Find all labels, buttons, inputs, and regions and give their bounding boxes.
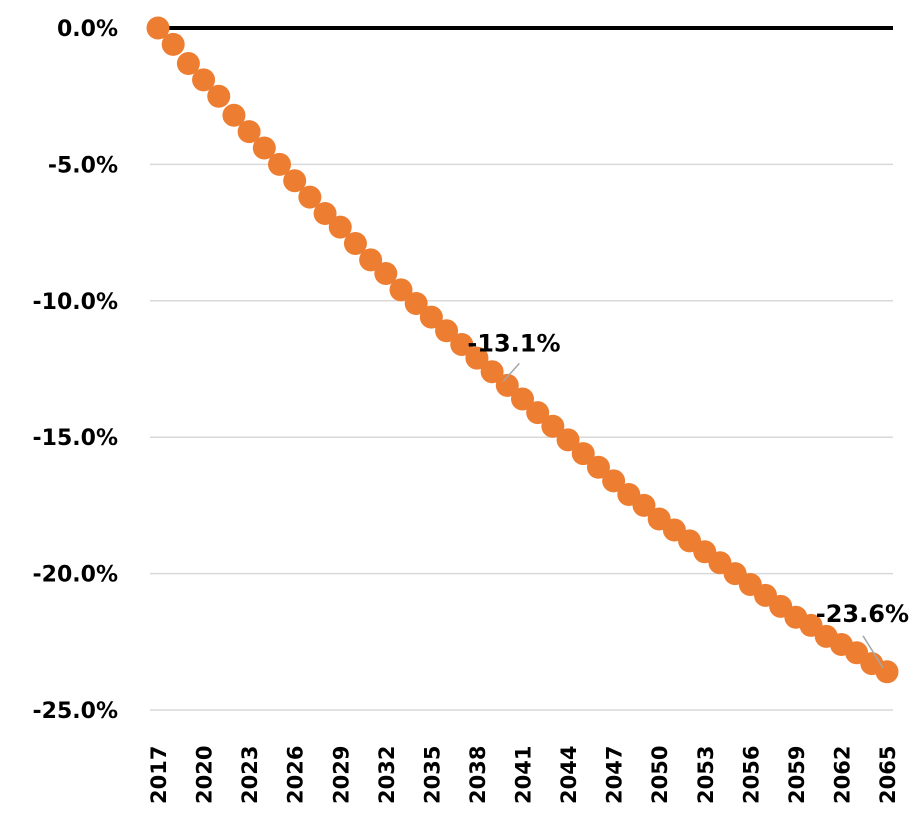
data-point [298, 185, 322, 209]
data-point [602, 469, 626, 493]
x-tick-label: 2023 [238, 746, 262, 804]
data-point [450, 332, 474, 356]
data-label: -23.6% [816, 600, 909, 628]
data-point [404, 292, 428, 316]
data-point [511, 387, 534, 411]
data-point [435, 319, 459, 343]
x-tick-label: 2047 [603, 746, 627, 804]
data-point [586, 455, 610, 479]
data-label: -13.1% [467, 329, 560, 357]
x-tick-label: 2032 [375, 746, 399, 804]
x-tick-label: 2056 [739, 746, 763, 804]
data-point [480, 360, 504, 384]
data-point [283, 169, 307, 193]
data-point [192, 68, 216, 92]
data-point [328, 215, 352, 239]
x-tick-label: 2050 [648, 746, 672, 804]
data-point [374, 262, 398, 286]
data-point [495, 373, 519, 397]
data-point [632, 493, 656, 517]
data-point [571, 442, 595, 466]
data-label-leader [862, 635, 884, 669]
data-point [176, 51, 200, 75]
x-tick-label: 2038 [466, 746, 490, 804]
x-tick-label: 2065 [876, 746, 900, 804]
data-point [222, 103, 246, 127]
x-tick-label: 2059 [785, 746, 809, 804]
data-point [389, 278, 413, 302]
data-point [541, 414, 565, 438]
y-tick-label: -20.0% [33, 563, 118, 588]
x-tick-label: 2029 [329, 746, 353, 804]
y-tick-label: -10.0% [33, 290, 118, 315]
data-point [268, 152, 291, 176]
data-point [875, 660, 899, 684]
x-tick-label: 2017 [147, 746, 171, 804]
data-point [419, 305, 443, 329]
data-point [146, 16, 170, 40]
data-point [526, 401, 550, 425]
y-tick-label: 0.0% [57, 17, 118, 42]
data-point [161, 32, 185, 56]
x-tick-label: 2035 [420, 746, 444, 804]
data-point [359, 248, 383, 272]
y-tick-label: -25.0% [33, 699, 118, 724]
data-point [237, 120, 261, 144]
data-label-leader [502, 362, 520, 382]
data-point [343, 232, 367, 256]
y-tick-label: -5.0% [48, 153, 118, 178]
data-point [313, 202, 337, 226]
x-tick-label: 2020 [193, 746, 217, 804]
x-tick-label: 2044 [557, 746, 581, 804]
data-point [556, 428, 580, 452]
data-point [252, 136, 276, 160]
x-tick-label: 2062 [830, 746, 854, 804]
y-tick-label: -15.0% [33, 426, 118, 451]
data-point [207, 84, 231, 108]
x-tick-label: 2053 [694, 746, 718, 804]
x-tick-label: 2026 [284, 746, 308, 804]
data-point [465, 346, 489, 370]
x-tick-label: 2041 [512, 746, 536, 804]
